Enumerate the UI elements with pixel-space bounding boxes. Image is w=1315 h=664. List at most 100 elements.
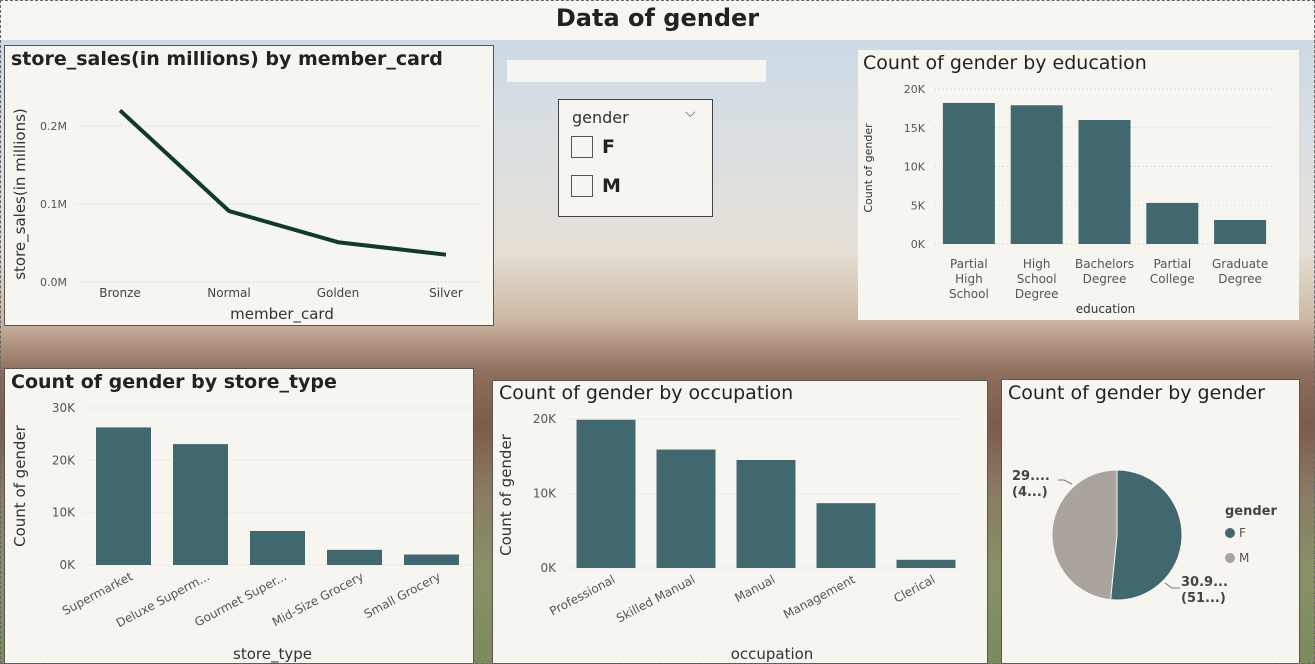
panel-member-card[interactable]: store_sales(in millions) by member_card … xyxy=(4,45,494,326)
leader-line xyxy=(1164,582,1180,589)
x-tick-label: Partial College xyxy=(1150,257,1195,286)
slicer-option-label: F xyxy=(602,136,615,158)
title-band xyxy=(0,0,1315,40)
y-axis-title: Count of gender xyxy=(862,123,875,213)
panel-occupation[interactable]: Count of gender by occupation 0K 10K 20K Pr… xyxy=(492,380,988,664)
y-tick-label: 0K xyxy=(540,561,557,575)
x-tick-label-line: High xyxy=(955,272,983,286)
x-tick-label: Partial High School xyxy=(949,257,989,301)
chart-title: store_sales(in millions) by member_card xyxy=(11,48,443,70)
y-tick-label: 10K xyxy=(533,487,557,501)
bar xyxy=(816,503,876,568)
y-tick-label: 20K xyxy=(52,453,76,467)
y-tick-label: 0K xyxy=(59,558,76,572)
gender-slicer[interactable]: gender ⌵ F M xyxy=(558,99,713,217)
panel-store-type[interactable]: Count of gender by store_type 0K 10K 20K 30… xyxy=(4,368,474,664)
x-tick-label: Supermarket xyxy=(60,569,135,618)
x-tick-label: Skilled Manual xyxy=(614,572,697,625)
x-tick-label: Golden xyxy=(317,286,360,300)
x-tick-label: Normal xyxy=(207,286,250,300)
x-tick-label-line: Partial xyxy=(1153,257,1191,271)
bar xyxy=(576,419,636,568)
x-tick-label-line: School xyxy=(949,287,989,301)
y-tick-label: 0K xyxy=(911,238,926,251)
y-tick-label: 20K xyxy=(533,412,557,426)
slicer-option-m[interactable]: M xyxy=(571,174,621,198)
x-axis-title: occupation xyxy=(731,645,814,663)
legend-title: gender xyxy=(1225,504,1278,519)
data-label: (4...) xyxy=(1012,485,1048,500)
bar xyxy=(250,530,305,565)
y-axis-title: Count of gender xyxy=(497,433,515,556)
y-tick-label: 30K xyxy=(52,401,76,415)
page-title: Data of gender xyxy=(555,4,760,32)
x-tick-label-line: Degree xyxy=(1218,272,1262,286)
bar xyxy=(96,427,151,565)
legend-label: F xyxy=(1239,526,1246,540)
y-tick-label: 15K xyxy=(904,122,926,135)
panel-education[interactable]: Count of gender by education 0K 5K 10K 15K 2… xyxy=(858,50,1299,320)
series-line xyxy=(118,108,447,257)
bar xyxy=(942,102,995,244)
x-tick-label-line: School xyxy=(1017,272,1057,286)
x-tick-label: High School Degree xyxy=(1015,257,1059,301)
bar xyxy=(1146,202,1199,244)
data-label: 30.9... xyxy=(1181,575,1228,590)
bar xyxy=(1010,105,1063,245)
y-tick-label: 10K xyxy=(52,506,76,520)
x-tick-label: Manual xyxy=(732,572,777,605)
y-tick-label: 5K xyxy=(911,199,926,212)
slicer-option-f[interactable]: F xyxy=(571,135,615,159)
bar xyxy=(404,554,459,565)
x-tick-label-line: Degree xyxy=(1083,272,1127,286)
leader-line xyxy=(1058,479,1073,485)
legend-label: M xyxy=(1239,551,1249,565)
x-tick-label: Clerical xyxy=(891,572,937,605)
x-tick-label: Management xyxy=(781,572,858,622)
y-tick-label: 0.0M xyxy=(40,276,67,289)
checkbox-m[interactable] xyxy=(571,175,593,197)
x-tick-label-line: Graduate xyxy=(1212,257,1268,271)
chart-title: Count of gender by education xyxy=(863,52,1147,74)
bar xyxy=(327,549,382,565)
y-axis-title: Count of gender xyxy=(11,424,29,547)
x-tick-label-line: Bachelors xyxy=(1075,257,1134,271)
legend-marker xyxy=(1225,528,1235,538)
bar xyxy=(1214,219,1267,244)
y-axis-title: store_sales(in millions) xyxy=(11,108,30,280)
legend-marker xyxy=(1225,553,1235,563)
data-label: 29.... xyxy=(1012,469,1050,484)
chart-title: Count of gender by occupation xyxy=(499,382,794,404)
chart-title: Count of gender by store_type xyxy=(11,371,337,393)
x-tick-label: Small Grocery xyxy=(362,569,443,621)
y-tick-label: 0.1M xyxy=(40,198,67,211)
x-tick-label-line: Partial xyxy=(950,257,988,271)
x-tick-label: Graduate Degree xyxy=(1212,257,1268,286)
x-tick-label: Bachelors Degree xyxy=(1075,257,1134,286)
y-tick-label: 10K xyxy=(904,161,926,174)
x-tick-label-line: High xyxy=(1023,257,1051,271)
decorative-tab xyxy=(507,60,766,82)
chevron-down-icon[interactable]: ⌵ xyxy=(685,105,696,121)
x-axis-title: store_type xyxy=(233,645,312,664)
bar xyxy=(736,459,796,568)
panel-gender[interactable]: Count of gender by gender 30.9... (51...)… xyxy=(1001,379,1300,664)
bar xyxy=(896,559,956,568)
pie-chart-gender: 30.9...(51...) 29....(4...) gender FM xyxy=(1012,469,1278,606)
x-axis-title: education xyxy=(1076,302,1136,316)
bar xyxy=(173,444,228,565)
slicer-option-label: M xyxy=(602,175,621,197)
x-tick-label: Silver xyxy=(429,286,463,300)
x-tick-label-line: Degree xyxy=(1015,287,1059,301)
x-tick-label-line: College xyxy=(1150,272,1195,286)
checkbox-f[interactable] xyxy=(571,136,593,158)
bar xyxy=(656,449,716,568)
x-axis-title: member_card xyxy=(230,305,334,324)
line-chart: 0.0M 0.1M 0.2M Bronze Normal Golden Silver memb… xyxy=(11,108,480,324)
y-tick-label: 20K xyxy=(904,83,926,96)
x-tick-label: Professional xyxy=(547,572,617,618)
x-tick-label: Bronze xyxy=(99,286,141,300)
